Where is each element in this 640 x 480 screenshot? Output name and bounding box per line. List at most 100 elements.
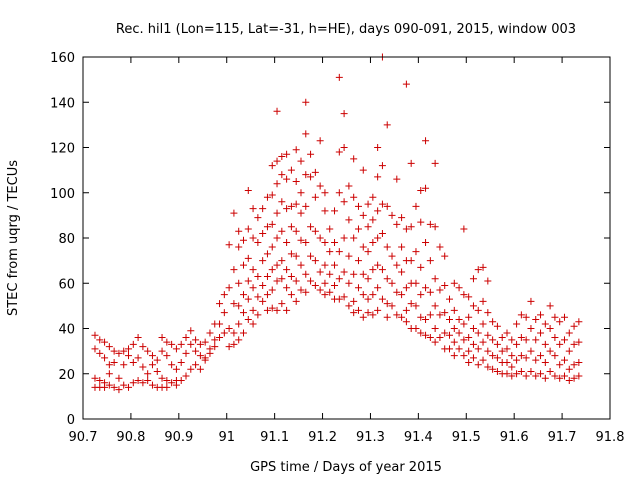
data-point	[283, 284, 291, 292]
data-point	[273, 261, 281, 269]
data-point	[460, 320, 468, 328]
data-point	[537, 311, 545, 319]
data-point	[326, 225, 334, 233]
data-point	[556, 361, 564, 369]
data-point	[196, 352, 204, 360]
data-point	[541, 358, 549, 366]
data-point	[541, 374, 549, 382]
data-point	[331, 261, 339, 269]
data-point	[287, 272, 295, 280]
data-point	[129, 340, 137, 348]
data-point	[460, 225, 468, 233]
data-point	[335, 189, 343, 197]
data-point	[354, 284, 362, 292]
data-point	[441, 282, 449, 290]
data-point	[283, 239, 291, 247]
data-point	[441, 252, 449, 260]
data-point	[168, 361, 176, 369]
data-point	[508, 372, 516, 380]
data-point	[551, 313, 559, 321]
data-point	[374, 306, 382, 314]
data-point	[249, 320, 257, 328]
data-point	[398, 268, 406, 276]
data-point	[407, 159, 415, 167]
data-point	[474, 266, 482, 274]
data-point	[402, 80, 410, 88]
data-point	[297, 189, 305, 197]
data-point	[278, 227, 286, 235]
data-point	[340, 144, 348, 151]
data-point	[407, 223, 415, 231]
data-point	[235, 243, 243, 251]
data-point	[450, 279, 458, 287]
data-point	[105, 381, 113, 389]
data-point	[254, 311, 262, 319]
data-point	[168, 340, 176, 348]
data-point	[307, 277, 315, 285]
data-point	[129, 379, 137, 387]
data-point	[163, 377, 171, 385]
y-axis-label: STEC from uqrg / TECUs	[6, 160, 21, 316]
x-tick-label: 90.9	[164, 430, 193, 445]
data-point	[455, 329, 463, 337]
x-tick-label: 91.4	[404, 430, 433, 445]
data-point	[91, 331, 99, 339]
data-point	[508, 363, 516, 371]
data-point	[493, 354, 501, 362]
data-point	[522, 336, 530, 344]
data-point	[364, 295, 372, 303]
data-point	[239, 236, 247, 244]
data-point	[96, 349, 104, 357]
data-point	[148, 352, 156, 360]
data-point	[412, 302, 420, 310]
data-point	[412, 202, 420, 210]
data-point	[426, 257, 434, 265]
data-point	[302, 239, 310, 247]
data-point	[335, 295, 343, 303]
data-point	[460, 336, 468, 344]
data-point	[422, 184, 430, 192]
data-point	[263, 291, 271, 299]
data-point	[378, 266, 386, 274]
data-point	[201, 338, 209, 346]
data-point	[177, 358, 185, 366]
data-point	[302, 130, 310, 138]
data-point	[278, 275, 286, 283]
data-point	[259, 229, 267, 237]
data-point	[551, 352, 559, 360]
data-point	[263, 193, 271, 201]
y-tick-label: 160	[50, 51, 75, 66]
data-point	[556, 374, 564, 382]
data-point	[565, 329, 573, 337]
data-point	[527, 347, 535, 355]
data-point	[417, 218, 425, 226]
data-point	[268, 220, 276, 228]
data-point	[350, 155, 358, 163]
data-point	[249, 205, 257, 213]
y-tick-label: 140	[50, 96, 75, 111]
data-point	[436, 311, 444, 319]
data-point	[422, 331, 430, 339]
data-point	[388, 252, 396, 260]
data-point	[225, 284, 233, 292]
data-point	[345, 216, 353, 224]
data-point	[263, 223, 271, 231]
data-point	[474, 361, 482, 369]
data-point	[484, 347, 492, 355]
data-point	[431, 275, 439, 283]
data-point	[139, 379, 147, 387]
x-tick-label: 91	[218, 430, 235, 445]
chart-title: Rec. hil1 (Lon=115, Lat=-31, h=HE), days…	[116, 22, 576, 37]
data-point	[268, 266, 276, 274]
data-point	[225, 241, 233, 249]
data-point	[422, 137, 430, 145]
data-point	[153, 367, 161, 375]
data-point	[220, 309, 228, 317]
data-point	[465, 347, 473, 355]
data-point	[431, 223, 439, 231]
data-point	[230, 340, 238, 348]
data-point	[172, 381, 180, 389]
data-point	[307, 223, 315, 231]
data-point	[522, 313, 530, 321]
data-point	[153, 356, 161, 364]
